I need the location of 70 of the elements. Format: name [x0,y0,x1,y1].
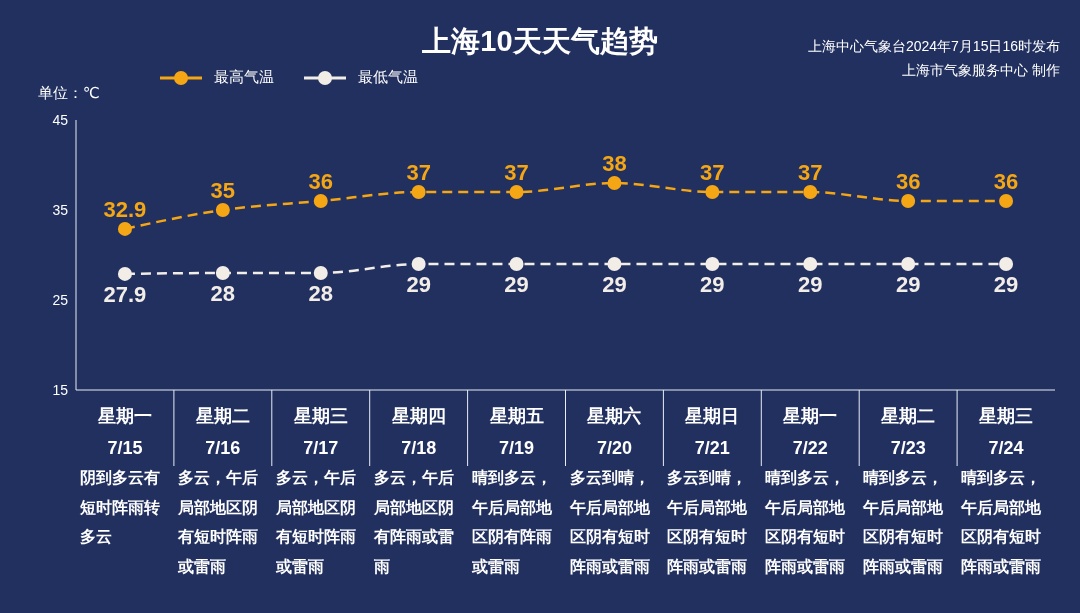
point [215,203,230,217]
point [705,257,720,271]
point [411,185,426,199]
data-label: 36 [895,169,921,194]
x-tick-label: 星期三 7/24 [978,406,1034,458]
data-label: 37 [798,160,823,185]
point [411,257,426,271]
point [901,194,916,208]
x-tick-label: 星期日 7/21 [684,406,740,458]
point [803,257,818,271]
point [313,194,328,208]
y-axis-title: 单位：℃ [38,84,100,103]
point [999,194,1014,208]
x-tick-label: 星期四 7/18 [390,406,446,458]
data-label: 29 [993,271,1019,297]
text: 晴到多云，午后局部地区阴有短时阵雨或雷雨 [765,468,847,577]
point [999,257,1014,271]
y-tick-label: 35 [52,201,69,218]
point [215,266,230,280]
data-label: 37 [504,160,529,185]
text: 上海中心气象台2024年7月15日16时发布 [807,37,1060,56]
point [509,185,524,199]
data-label: 36 [993,169,1019,194]
chart-title: 上海10天天气趋势 [422,25,658,57]
text: 晴到多云，午后局部地区阴有短时阵雨或雷雨 [961,468,1043,577]
x-tick-label: 星期二 7/16 [194,406,250,458]
data-label: 37 [700,160,725,185]
y-tick-label: 15 [52,381,69,398]
x-tick-label: 星期五 7/19 [488,406,544,458]
text: 多云到晴，午后局部地区阴有短时阵雨或雷雨 [569,468,651,577]
data-label: 29 [602,271,627,297]
data-label: 29 [700,271,725,297]
data-label: 28 [210,280,236,306]
point [607,176,622,190]
point [705,185,720,199]
point [313,266,328,280]
x-tick-label: 星期六 7/20 [586,406,642,458]
text: 上海市气象服务中心 制作 [901,61,1060,80]
data-label: 27.9 [103,281,147,307]
point [117,221,132,236]
text: 晴到多云，午后局部地区阴有短时阵雨或雷雨 [863,468,945,577]
text: 多云，午后局部地区阴有短时阵雨或雷雨 [275,468,357,577]
x-tick-label: 星期三 7/17 [292,406,348,458]
data-label: 36 [308,169,333,194]
x-tick-label: 星期一 7/15 [96,406,152,458]
legend-label: 最低气温 [358,68,418,87]
text: 多云，午后局部地区阴有阵雨或雷雨 [373,468,455,577]
data-label: 35 [210,178,236,203]
data-label: 37 [406,160,431,185]
data-label: 29 [406,271,431,297]
y-tick-label: 45 [52,111,69,128]
text: 多云到晴，午后局部地区阴有短时阵雨或雷雨 [667,468,749,577]
x-tick-label: 星期二 7/23 [880,406,936,458]
text: 阴到多云有短时阵雨转多云 [80,468,161,547]
text: 晴到多云，午后局部地区阴有阵雨或雷雨 [471,468,553,577]
legend-label: 最高气温 [214,68,274,87]
y-tick-label: 25 [52,291,69,308]
data-label: 29 [798,271,823,297]
data-label: 38 [602,151,627,176]
point [117,266,132,281]
data-label: 28 [308,280,333,306]
data-label: 29 [895,271,921,297]
data-label: 29 [504,271,529,297]
text: 多云，午后局部地区阴有短时阵雨或雷雨 [177,468,259,577]
x-tick-label: 星期一 7/22 [782,406,838,458]
data-label: 32.9 [103,196,147,222]
point [509,257,524,271]
point [901,257,916,271]
point [803,185,818,199]
point [607,257,622,271]
